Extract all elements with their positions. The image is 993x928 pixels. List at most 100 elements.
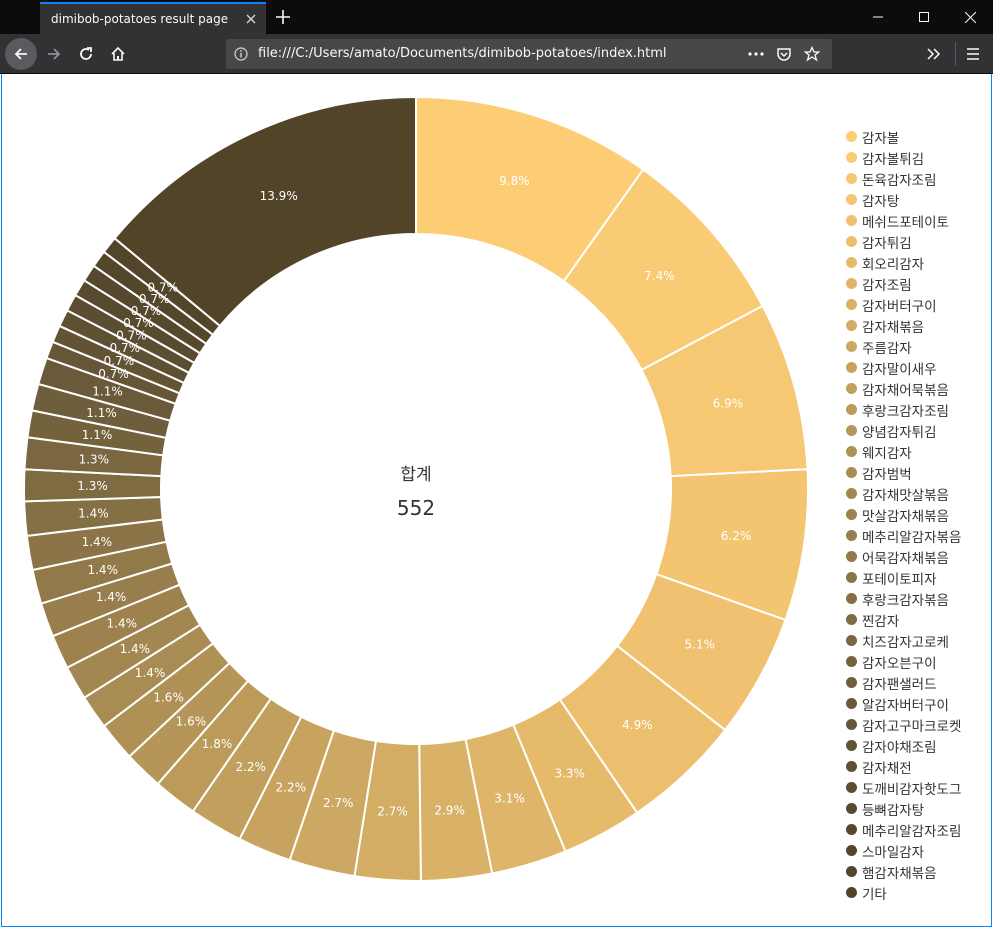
legend-item-8[interactable]: 감자조림 [846,273,992,294]
legend-item-18[interactable]: 감자채맛살볶음 [846,483,992,504]
legend-swatch [846,887,857,898]
legend-label: 어묵감자채볶음 [862,550,949,567]
legend-label: 찐감자 [862,613,900,630]
legend-swatch [846,488,857,499]
legend-swatch [846,341,857,352]
legend-swatch [846,698,857,709]
legend-item-21[interactable]: 어묵감자채볶음 [846,546,992,567]
legend-label: 감자채볶음 [862,319,925,336]
legend-swatch [846,404,857,415]
legend-swatch [846,593,857,604]
page-actions-icon[interactable] [746,44,766,64]
overflow-chevrons-icon[interactable] [918,38,950,70]
legend-item-10[interactable]: 감자채볶음 [846,315,992,336]
legend-swatch [846,299,857,310]
legend-swatch [846,509,857,520]
url-bar[interactable]: file:///C:/Users/amato/Documents/dimibob… [226,39,832,69]
legend-item-5[interactable]: 메쉬드포테이토 [846,210,992,231]
legend-swatch [846,152,857,163]
legend-item-1[interactable]: 감자볼 [846,126,992,147]
legend-label: 감자채전 [862,760,912,777]
new-tab-icon[interactable] [268,2,298,32]
reload-icon[interactable] [70,38,102,70]
legend-item-15[interactable]: 양념감자튀김 [846,420,992,441]
legend-item-11[interactable]: 주름감자 [846,336,992,357]
legend-item-28[interactable]: 알감자버터구이 [846,693,992,714]
slice-label-2: 7.4% [644,269,675,283]
legend-item-17[interactable]: 감자범벅 [846,462,992,483]
legend-item-34[interactable]: 메추리알감자조림 [846,819,992,840]
legend-item-25[interactable]: 치즈감자고로케 [846,630,992,651]
legend-swatch [846,257,857,268]
slice-label-8: 3.1% [494,792,525,806]
slice-label-9: 2.9% [434,804,465,818]
legend-item-4[interactable]: 감자탕 [846,189,992,210]
legend-item-26[interactable]: 감자오븐구이 [846,651,992,672]
legend-item-16[interactable]: 웨지감자 [846,441,992,462]
legend-item-7[interactable]: 회오리감자 [846,252,992,273]
legend-label: 웨지감자 [862,445,912,462]
legend-item-22[interactable]: 포테이토피자 [846,567,992,588]
maximize-icon[interactable] [901,0,947,34]
legend-item-19[interactable]: 맛살감자채볶음 [846,504,992,525]
legend-item-24[interactable]: 찐감자 [846,609,992,630]
legend-swatch [846,446,857,457]
donut-chart: 9.8% 7.4% 6.9% 6.2% 5.1% 4.9% 3.3% 3.1% 2.9% 2.7%… [23,95,809,882]
legend-label: 알감자버터구이 [862,697,949,714]
legend-item-3[interactable]: 돈육감자조림 [846,168,992,189]
legend-item-12[interactable]: 감자말이새우 [846,357,992,378]
legend-item-30[interactable]: 감자야채조림 [846,735,992,756]
legend-swatch [846,656,857,667]
legend-item-13[interactable]: 감자채어묵볶음 [846,378,992,399]
bookmark-star-icon[interactable] [802,44,822,64]
legend-swatch [846,824,857,835]
slice-label-6: 4.9% [622,718,653,732]
home-icon[interactable] [102,38,134,70]
slice-label-12: 2.2% [276,780,307,794]
back-arrow-icon[interactable] [5,38,37,70]
slice-label-24: 1.3% [77,479,108,493]
window-close-icon[interactable] [947,0,993,34]
hamburger-menu-icon[interactable] [957,38,989,70]
legend-item-31[interactable]: 감자채전 [846,756,992,777]
legend-item-37[interactable]: 기타 [846,882,992,903]
legend-item-36[interactable]: 햄감자채볶음 [846,861,992,882]
legend-item-2[interactable]: 감자볼튀김 [846,147,992,168]
legend-label: 감자야채조림 [862,739,937,756]
slice-label-29: 0.7% [98,367,129,381]
legend-item-23[interactable]: 후랑크감자볶음 [846,588,992,609]
legend-item-20[interactable]: 메추리알감자볶음 [846,525,992,546]
close-tab-icon[interactable] [236,4,266,34]
legend-item-33[interactable]: 등뼈감자탕 [846,798,992,819]
legend-swatch [846,131,857,142]
legend-item-35[interactable]: 스마일감자 [846,840,992,861]
pocket-icon[interactable] [774,44,794,64]
legend-item-29[interactable]: 감자고구마크로켓 [846,714,992,735]
legend-item-9[interactable]: 감자버터구이 [846,294,992,315]
legend-swatch [846,782,857,793]
legend-swatch [846,740,857,751]
legend-label: 등뼈감자탕 [862,802,925,819]
legend-label: 양념감자튀김 [862,424,937,441]
slice-label-26: 1.1% [82,428,113,442]
slice-37[interactable] [113,95,417,328]
minimize-icon[interactable] [855,0,901,34]
legend-item-27[interactable]: 감자팬샐러드 [846,672,992,693]
legend-item-6[interactable]: 감자튀김 [846,231,992,252]
legend-label: 주름감자 [862,340,912,357]
active-tab[interactable]: dimibob-potatoes result page [40,2,266,34]
legend-label: 메추리알감자조림 [862,823,962,840]
slice-label-30: 0.7% [104,354,135,368]
toolbar-separator [955,42,956,66]
info-icon[interactable] [232,45,250,63]
forward-arrow-icon[interactable] [38,38,70,70]
legend-swatch [846,677,857,688]
legend-label: 맛살감자채볶음 [862,508,949,525]
legend-item-14[interactable]: 후랑크감자조림 [846,399,992,420]
legend-swatch [846,383,857,394]
legend-label: 감자고구마크로켓 [862,718,962,735]
slice-label-31: 0.7% [110,341,141,355]
url-text: file:///C:/Users/amato/Documents/dimibob… [258,46,667,61]
slice-label-10: 2.7% [377,805,408,819]
legend-item-32[interactable]: 도깨비감자핫도그 [846,777,992,798]
